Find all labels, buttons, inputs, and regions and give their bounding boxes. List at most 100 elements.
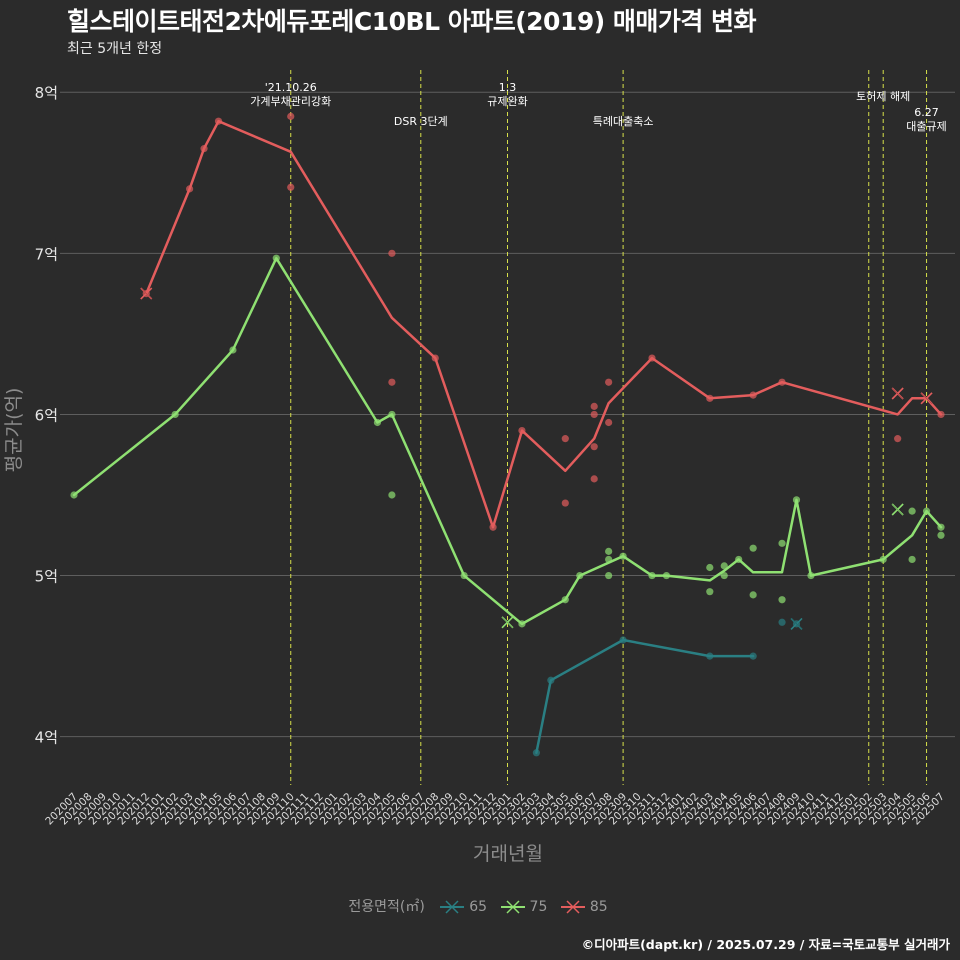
event-label: 토허제 해제 xyxy=(856,89,910,103)
data-point-85 xyxy=(894,435,902,443)
data-point-85 xyxy=(749,391,757,399)
data-point-75 xyxy=(272,254,280,262)
series-lines xyxy=(70,112,945,757)
legend-key-75 xyxy=(500,900,525,914)
marker-outline xyxy=(790,618,803,630)
data-point-75 xyxy=(373,418,382,427)
marker-outline xyxy=(891,387,904,400)
data-point-75 xyxy=(388,491,396,499)
data-point-75 xyxy=(908,507,916,515)
data-point-75 xyxy=(778,539,786,547)
data-point-75 xyxy=(605,547,613,555)
data-point-75 xyxy=(807,571,815,580)
marker-outline xyxy=(891,503,904,516)
data-point-75 xyxy=(561,596,569,604)
data-point-75 xyxy=(749,544,757,552)
data-point-65 xyxy=(749,652,757,660)
marker-outline xyxy=(920,392,933,405)
data-point-75 xyxy=(706,563,714,572)
legend-label-85: 85 xyxy=(589,899,608,915)
data-point-65 xyxy=(778,618,786,626)
data-point-85 xyxy=(605,418,613,427)
data-point-85 xyxy=(388,249,396,257)
data-point-85 xyxy=(214,117,223,125)
legend-item-65: 65 xyxy=(439,899,487,915)
data-point-75 xyxy=(648,571,656,580)
data-point-75 xyxy=(605,571,613,580)
data-point-85 xyxy=(287,112,295,120)
data-point-75 xyxy=(460,571,468,580)
legend-key-65 xyxy=(440,900,465,914)
data-point-85 xyxy=(518,426,526,435)
data-point-75 xyxy=(720,571,728,580)
data-point-85 xyxy=(590,475,598,483)
data-point-85 xyxy=(590,402,598,410)
data-point-85 xyxy=(648,354,656,362)
legend-key-85 xyxy=(560,900,585,914)
data-point-75 xyxy=(171,410,179,419)
data-point-75 xyxy=(518,620,526,628)
data-point-85 xyxy=(489,523,497,531)
data-point-65 xyxy=(532,749,541,757)
data-point-75 xyxy=(749,591,757,599)
data-point-75 xyxy=(937,523,945,531)
data-point-75 xyxy=(922,507,931,515)
data-point-75 xyxy=(720,562,728,570)
legend-item-85: 85 xyxy=(560,899,608,915)
event-label: 특례대출축소 xyxy=(593,115,654,128)
y-tick-label: 8억 xyxy=(35,84,58,102)
y-tick-label: 5억 xyxy=(35,568,58,586)
data-point-85 xyxy=(561,435,569,443)
event-label: 6.27 xyxy=(914,106,939,119)
latest-marker-75 xyxy=(891,503,904,516)
data-point-75 xyxy=(778,596,786,604)
latest-marker-85 xyxy=(140,287,153,300)
marker-outline xyxy=(501,616,514,628)
data-point-65 xyxy=(547,676,555,684)
data-point-75 xyxy=(662,571,671,580)
data-point-75 xyxy=(229,346,237,354)
y-axis-label: 평균가(억) xyxy=(3,388,25,473)
data-point-75 xyxy=(908,555,916,564)
series-line-85 xyxy=(145,119,943,529)
y-tick-label: 7억 xyxy=(35,245,58,263)
latest-marker-85 xyxy=(920,392,933,405)
legend-item-75: 75 xyxy=(500,899,548,915)
data-point-75 xyxy=(576,571,584,580)
data-point-65 xyxy=(706,652,714,660)
y-tick-label: 6억 xyxy=(35,406,58,424)
data-point-85 xyxy=(186,185,194,193)
latest-marker-75 xyxy=(501,616,514,629)
x-axis-label: 거래년월 xyxy=(473,843,543,865)
data-point-85 xyxy=(388,378,396,386)
data-point-85 xyxy=(937,410,945,419)
data-point-75 xyxy=(619,552,627,560)
event-label: '21.10.26 xyxy=(265,81,317,94)
data-point-85 xyxy=(200,145,208,153)
legend-label-65: 65 xyxy=(469,899,488,915)
data-point-85 xyxy=(706,394,714,402)
data-point-75 xyxy=(70,491,78,499)
event-label: 규제완화 xyxy=(487,95,527,108)
legend-title: 전용면적(㎡) xyxy=(348,899,425,915)
data-point-75 xyxy=(388,410,396,419)
series-line-65 xyxy=(535,638,755,755)
data-point-75 xyxy=(706,588,714,596)
legend-label-75: 75 xyxy=(529,899,548,915)
data-point-85 xyxy=(561,499,569,507)
event-label: 가계부채관리강화 xyxy=(250,95,331,108)
data-point-75 xyxy=(879,555,887,564)
data-point-75 xyxy=(937,531,945,539)
legend: 전용면적(㎡) 65 75 85 xyxy=(0,896,960,916)
latest-marker-65 xyxy=(790,617,803,630)
data-point-75 xyxy=(605,555,613,564)
event-label: 대출규제 xyxy=(906,120,946,133)
data-point-85 xyxy=(590,410,598,419)
data-point-85 xyxy=(605,378,613,386)
chart-title: 힐스테이트태전2차에듀포레C10BL 아파트(2019) 매매가격 변화 xyxy=(67,7,757,36)
data-point-85 xyxy=(778,378,786,386)
event-label: DSR 3단계 xyxy=(394,115,448,128)
source-caption: ©디아파트(dapt.kr) / 2025.07.29 / 자료=국토교통부 실… xyxy=(581,937,950,952)
